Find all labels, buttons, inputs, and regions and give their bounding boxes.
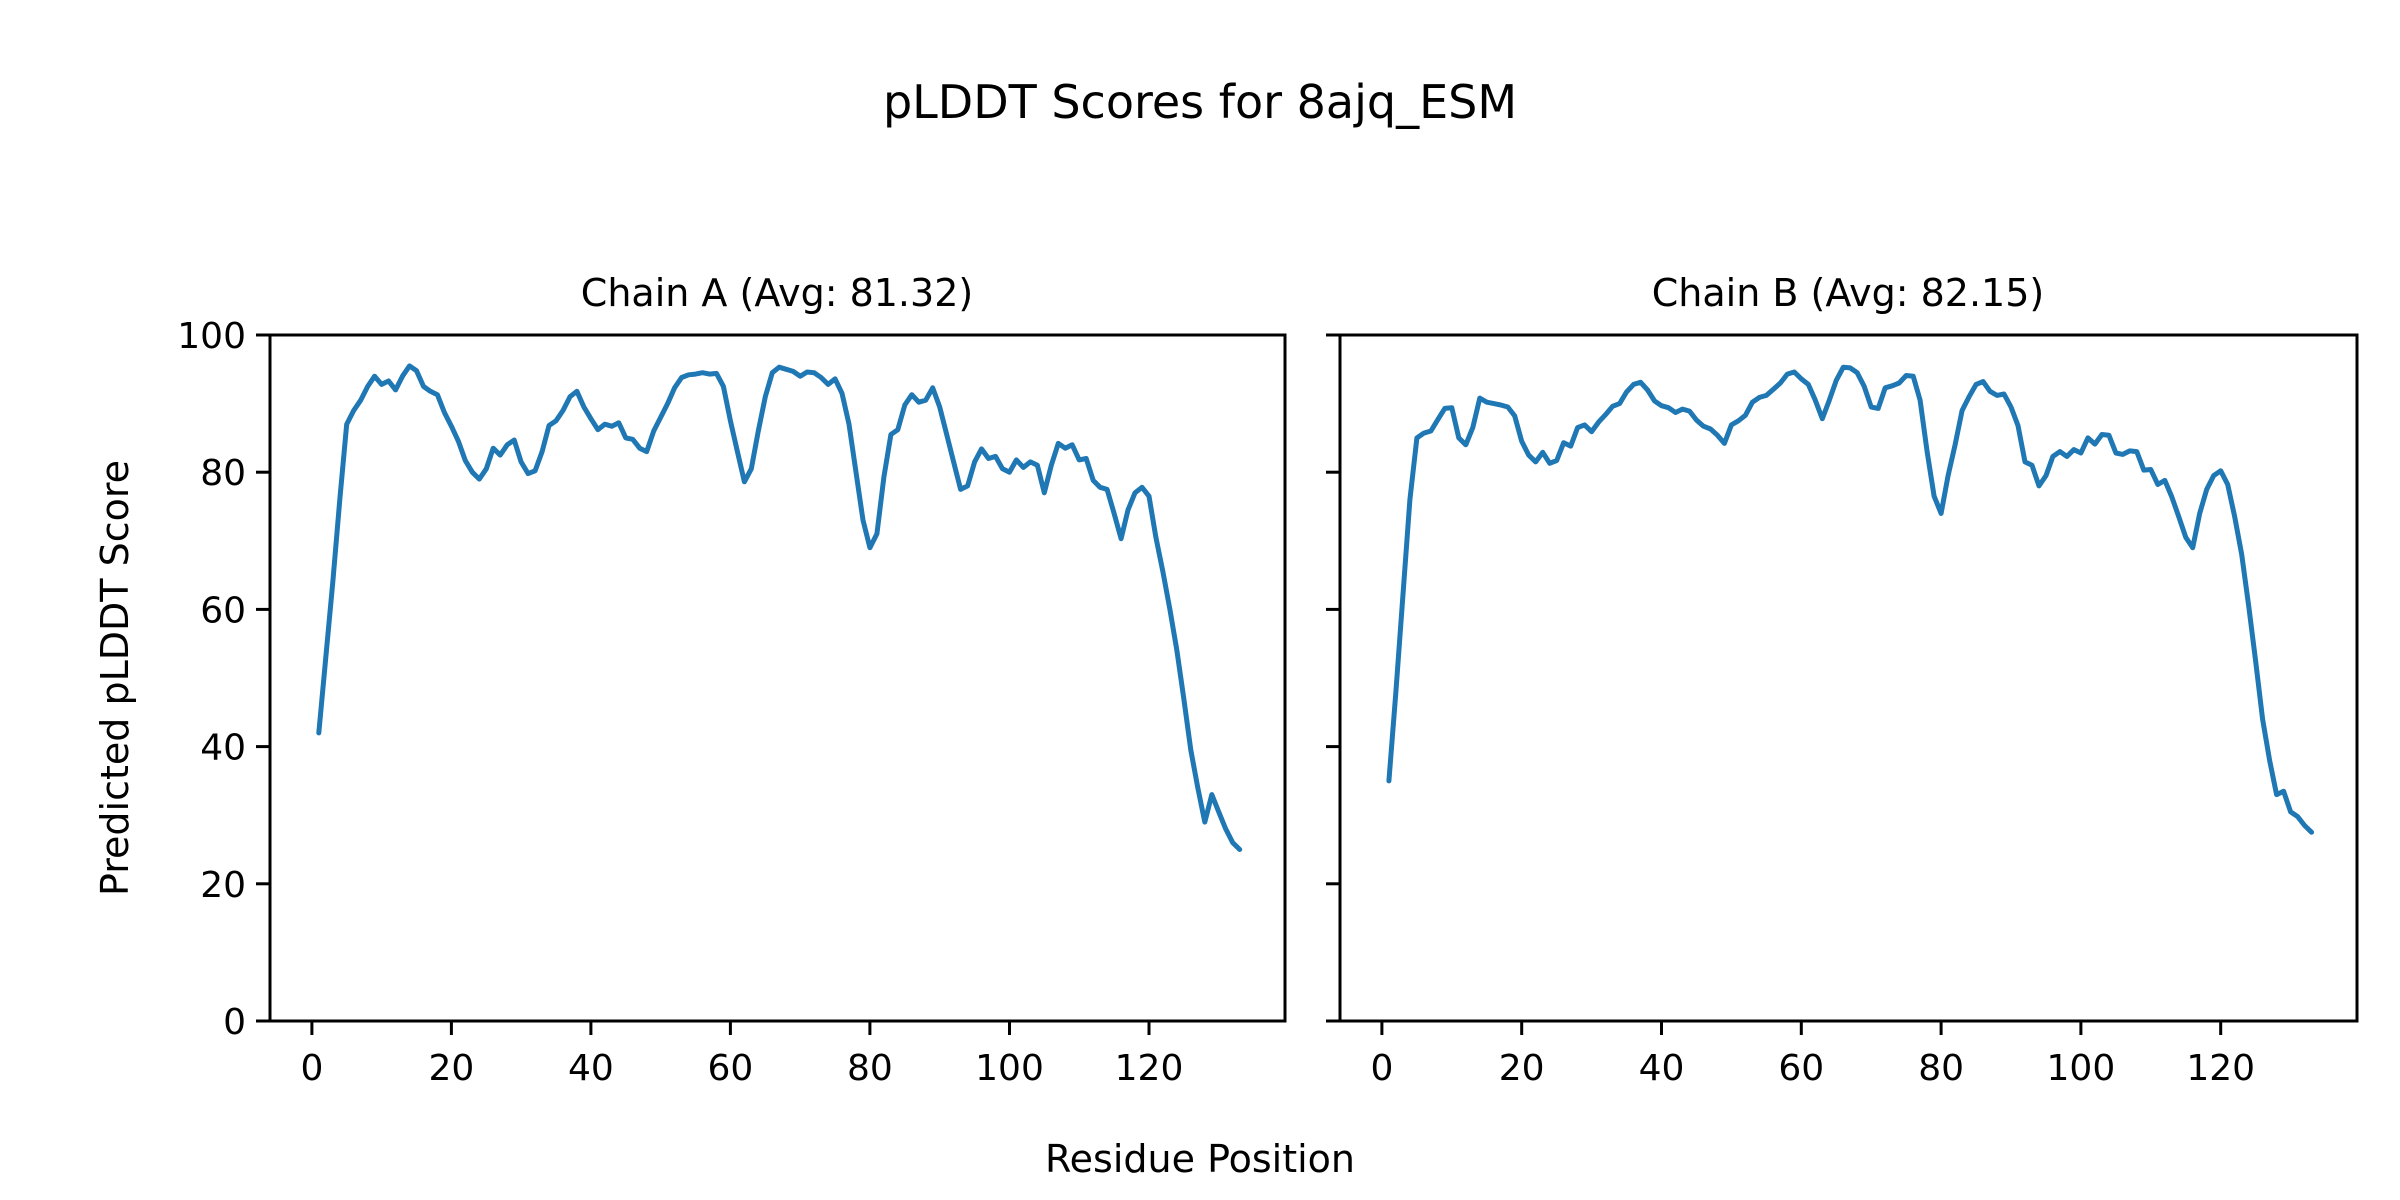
chain-a-x-tick-label: 80: [847, 1048, 893, 1089]
chain-b-x-tick-label: 40: [1639, 1048, 1685, 1089]
chain-a-title: Chain A (Avg: 81.32): [581, 271, 973, 315]
chain-a-line: [316, 363, 1243, 852]
chain-a-y-tick-label: 0: [223, 1002, 246, 1043]
chain-a-x-tick-label: 100: [975, 1048, 1044, 1089]
chain-a-y-tick-label: 100: [177, 316, 246, 357]
chain-b-x-tick-label: 60: [1778, 1048, 1824, 1089]
chain-b-line: [1386, 364, 2315, 835]
chain-a-y-tick-label: 60: [200, 590, 246, 631]
figure-title: pLDDT Scores for 8ajq_ESM: [883, 75, 1517, 129]
chain-a-y-tick-label: 80: [200, 453, 246, 494]
chain-a-x-tick-label: 40: [568, 1048, 614, 1089]
chain-b-x-tick-label: 120: [2186, 1048, 2255, 1089]
chain-a-x-tick-label: 0: [300, 1048, 323, 1089]
chain-a-y-tick-label: 20: [200, 865, 246, 906]
chain-b-x-tick-label: 0: [1370, 1048, 1393, 1089]
chain-b-title: Chain B (Avg: 82.15): [1652, 271, 2044, 315]
chain-b-x-tick-label: 20: [1499, 1048, 1545, 1089]
y-axis-label: Predicted pLDDT Score: [93, 460, 137, 896]
chain-b-x-tick-label: 80: [1918, 1048, 1964, 1089]
chain-a-x-tick-label: 60: [707, 1048, 753, 1089]
chain-a-x-tick-label: 20: [428, 1048, 474, 1089]
chain-a-axes: 0 20 40 60 80 100 120 0 20 40 60 80 100: [177, 316, 1287, 1089]
chain-b-axes: 0 20 40 60 80 100 120: [1326, 333, 2359, 1089]
chain-a-x-tick-label: 120: [1115, 1048, 1184, 1089]
chain-b-plot-area: [1338, 333, 2359, 1023]
chain-a-plot-area: [268, 333, 1287, 1023]
chain-a-y-tick-label: 40: [200, 728, 246, 769]
x-axis-label: Residue Position: [1045, 1137, 1355, 1181]
chain-b-x-tick-label: 100: [2047, 1048, 2116, 1089]
